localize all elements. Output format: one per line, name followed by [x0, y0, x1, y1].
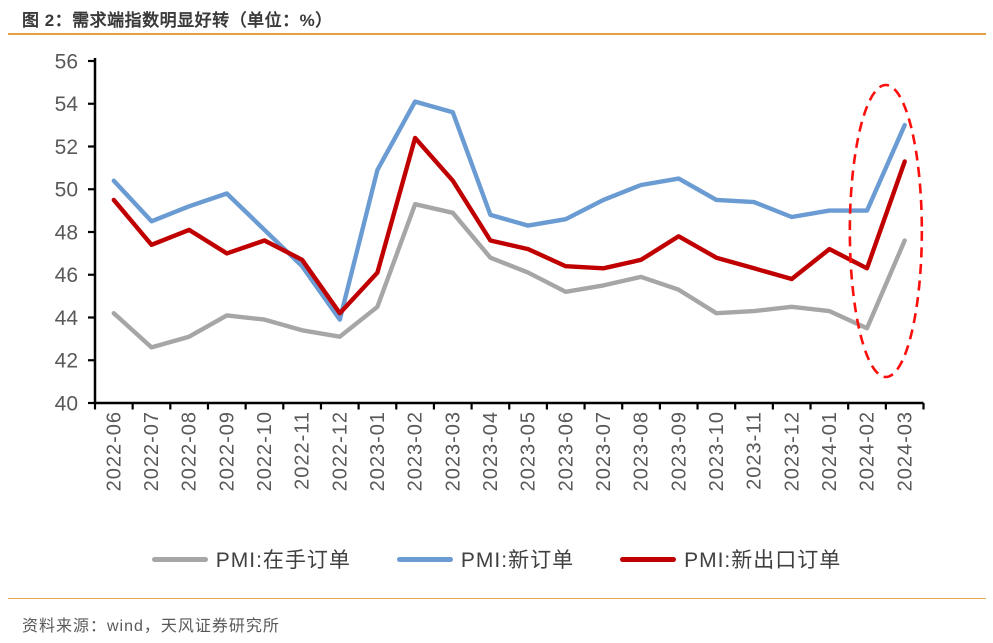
- y-tick-label: 40: [55, 392, 78, 415]
- y-tick-label: 56: [55, 50, 78, 73]
- x-tick-label: 2022-07: [141, 411, 163, 491]
- blue-line-swatch-icon: [396, 556, 453, 562]
- x-tick-label: 2023-11: [744, 411, 766, 490]
- figure-title: 图 2：需求端指数明显好转（单位：%）: [22, 11, 333, 30]
- legend-label: PMI:在手订单: [215, 549, 351, 572]
- x-tick-label: 2023-07: [593, 411, 615, 491]
- series-line-PMI:在手订单: [111, 201, 907, 350]
- x-tick-label: 2022-06: [103, 411, 125, 491]
- x-tick-label: 2023-12: [781, 411, 803, 491]
- x-tick-label: 2024-02: [857, 411, 879, 491]
- legend-item-new-export-orders: PMI:新出口订单: [620, 544, 841, 574]
- legend-label: PMI:新出口订单: [684, 549, 842, 572]
- highlight-ellipse-annotation: [848, 83, 924, 379]
- x-tick-label: 2024-01: [819, 411, 841, 491]
- y-tick-label: 42: [55, 350, 78, 373]
- y-tick-label: 52: [55, 136, 78, 159]
- y-tick-label: 48: [55, 221, 78, 244]
- y-tick-label: 50: [55, 179, 78, 202]
- x-tick-label: 2023-03: [442, 411, 464, 491]
- chart-legend: PMI:在手订单 PMI:新订单 PMI:新出口订单: [0, 544, 993, 574]
- y-tick-label: 46: [55, 264, 78, 287]
- legend-item-new-orders: PMI:新订单: [396, 544, 575, 574]
- x-tick-label: 2022-09: [216, 411, 238, 491]
- x-tick-label: 2023-08: [631, 411, 653, 491]
- source-note: 资料来源：wind，天风证券研究所: [22, 618, 280, 635]
- x-tick-label: 2023-04: [480, 411, 502, 491]
- red-line-swatch-icon: [620, 556, 677, 562]
- x-tick-label: 2023-06: [555, 411, 577, 491]
- x-tick-label: 2024-03: [894, 411, 916, 491]
- series-line-PMI:新出口订单: [111, 135, 907, 316]
- source-divider: [8, 598, 986, 599]
- x-tick-label: 2023-01: [367, 411, 389, 491]
- y-tick-label: 44: [55, 307, 79, 330]
- axis-lines: [93, 58, 924, 405]
- x-tick-label: 2022-08: [179, 411, 201, 491]
- x-tick-label: 2022-11: [292, 411, 314, 490]
- x-tick-label: 2023-10: [706, 411, 728, 491]
- legend-label: PMI:新订单: [460, 549, 575, 572]
- x-tick-label: 2023-05: [518, 411, 540, 491]
- title-divider: [8, 33, 986, 35]
- x-tick-label: 2023-09: [668, 411, 690, 491]
- x-tick-label: 2022-10: [254, 411, 276, 491]
- x-tick-label: 2023-02: [405, 411, 427, 491]
- gray-line-swatch-icon: [151, 556, 208, 562]
- series-line-PMI:新订单: [111, 99, 907, 322]
- x-tick-label: 2022-12: [329, 411, 351, 491]
- legend-item-backlog-orders: PMI:在手订单: [151, 544, 351, 574]
- y-tick-label: 54: [55, 93, 79, 116]
